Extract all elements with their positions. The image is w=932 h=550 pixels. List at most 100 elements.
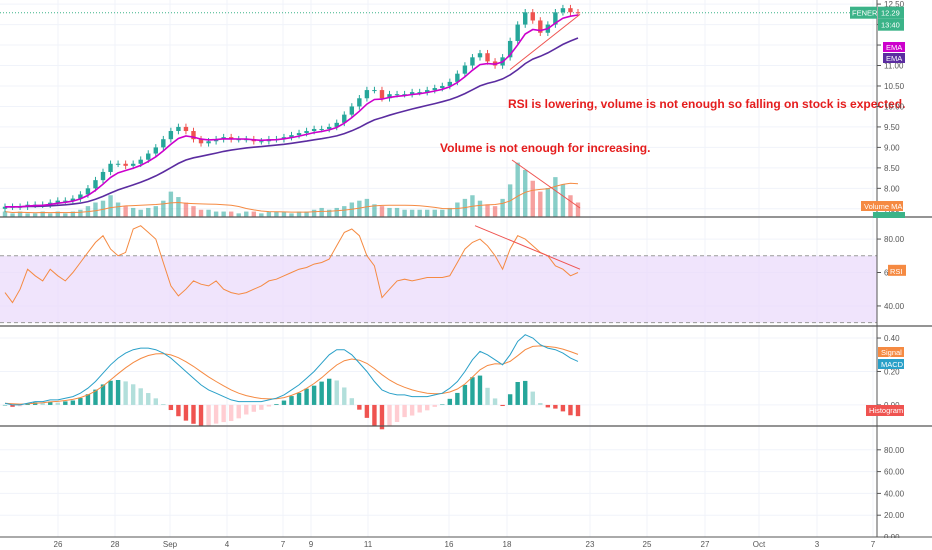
candle-body [538,20,543,33]
price-axis-label: 0.20 [884,367,900,376]
ema-fast-line [5,14,579,208]
volume-bar [221,211,226,217]
histogram-bar [304,388,309,405]
histogram-tag [866,405,904,416]
histogram-bar [342,387,347,405]
rsi-pane[interactable] [0,225,877,324]
histogram-bar [206,404,211,426]
price-pane[interactable]: RSI is lowering, volume is not enough so… [0,4,905,217]
candle-body [289,135,294,138]
volume-bar [244,211,249,217]
symbol-tag [850,6,877,19]
histogram-bar [553,404,558,409]
rsi-line [4,225,579,304]
histogram-bar [477,375,483,405]
volume-bar [108,195,113,217]
histogram-bar [78,397,83,405]
histogram-bar [146,393,151,405]
volume-bar [500,198,505,217]
volume-bar [281,211,287,217]
histogram-bar [455,392,460,405]
histogram-bar [530,391,535,405]
histogram-bar [40,403,45,405]
volume-bar [523,169,528,217]
volume-bar [191,206,196,217]
histogram-bar [334,380,339,405]
candle-body [334,122,339,127]
candle-body [387,94,392,99]
candle-body [296,133,302,136]
volume-bar [32,213,38,217]
volume-bar [485,204,490,217]
macd-line [4,334,579,406]
histogram-bar [364,404,370,418]
histogram-bar [425,404,430,411]
candle-body [85,188,91,195]
histogram-bar [221,404,226,423]
volume-bar [311,209,317,217]
histogram-bar [462,384,468,405]
volume-bar [515,162,520,217]
volume-bar [394,207,400,217]
time-tick-label: 7 [281,540,286,549]
histogram-bar [93,389,98,405]
macd-pane[interactable] [2,334,581,430]
time-tick-label: 18 [503,540,512,549]
histogram-bar [236,404,241,419]
ema-slow-tag [883,53,905,63]
volume-bar [17,211,23,217]
histogram-bar [349,398,355,405]
pane-dividers[interactable] [0,216,932,427]
volume-bar [55,211,60,217]
time-tick-label: 23 [586,540,595,549]
histogram-bar [500,404,505,407]
volume-ma-tag-label: Volume MA [864,202,902,211]
candle-body [70,198,76,201]
volume-bar [168,191,174,217]
price-axis-label: 8.50 [884,164,900,173]
histogram-bar [296,392,302,405]
volume-bar [334,207,339,217]
volume-bar [153,206,158,217]
candle-body [485,53,490,62]
price-axis-label: 0.40 [884,334,900,343]
volume-bar [40,211,45,217]
volume-bar [146,207,151,217]
histogram-bar [409,404,415,416]
histogram-bar [492,398,498,405]
candle-body [409,92,415,95]
histogram-bar [387,404,392,427]
histogram-bar [575,404,581,417]
volume-bar [183,202,189,217]
candle-body [575,12,581,14]
candle-body [349,106,355,115]
volume-bar [48,213,53,217]
histogram-bar [538,403,543,405]
volume-bar [342,206,347,217]
volume-bar [402,209,407,217]
candle-body [319,128,324,130]
price-axis-label: 40.00 [884,302,905,311]
histogram-bar [244,404,249,415]
volume-bar [379,206,385,217]
candle-body [462,65,468,74]
histogram-bar [108,380,113,405]
volume-ma-tag [861,201,903,211]
volume-bar [259,213,264,217]
candle-body [417,92,422,94]
candle-body [100,171,106,181]
candle-body [372,90,377,92]
candle-body [553,12,558,25]
time-tick-label: 3 [815,540,820,549]
histogram-bar [183,404,189,421]
histogram-bar [10,404,15,407]
volume-bar [357,200,362,217]
histogram-bar [138,388,143,405]
time-tick-label: 28 [111,540,120,549]
candle-body [168,131,174,140]
ema-slow-tag-label: EMA [886,54,902,63]
volume-bar [130,207,136,217]
macd-tag [878,359,904,369]
volume-bar [432,209,437,217]
